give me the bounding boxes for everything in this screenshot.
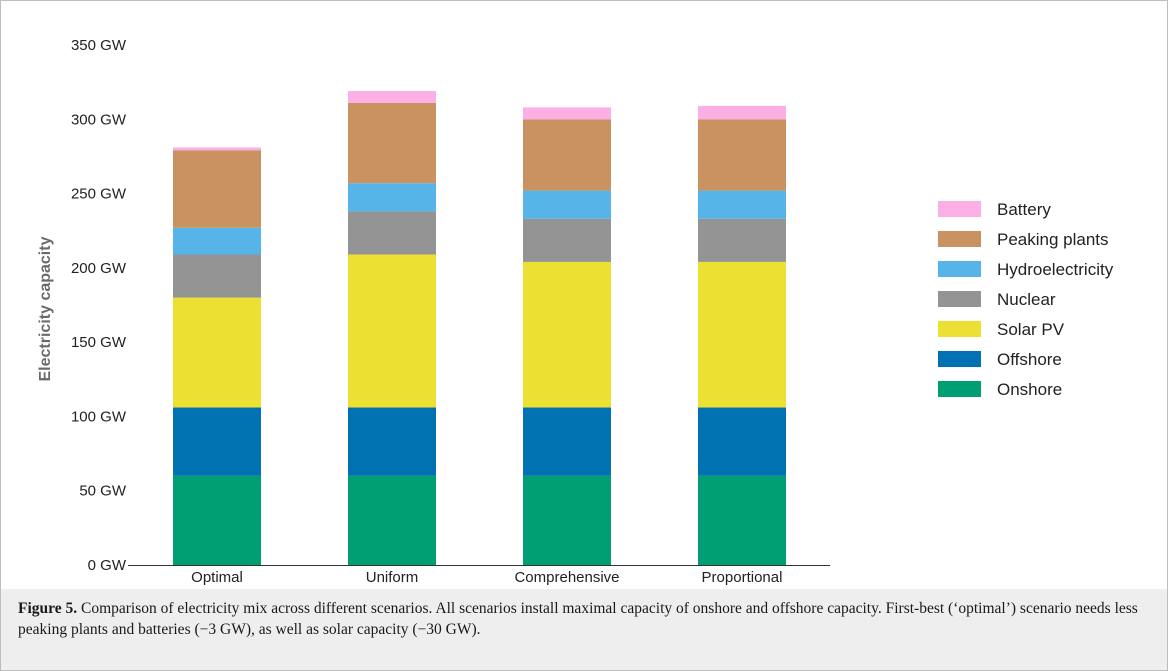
legend-swatch bbox=[938, 321, 981, 337]
caption-band bbox=[1, 589, 1167, 670]
y-tick-label: 0 GW bbox=[88, 557, 127, 574]
y-tick-label: 250 GW bbox=[71, 186, 127, 203]
bar-segment-peaking-plants bbox=[698, 119, 786, 191]
bar-segment-nuclear bbox=[348, 211, 436, 255]
bar-segment-offshore bbox=[348, 407, 436, 476]
y-tick-label: 150 GW bbox=[71, 334, 127, 351]
bar-segment-hydroelectricity bbox=[523, 190, 611, 219]
bar-segment-offshore bbox=[698, 407, 786, 476]
legend-label: Hydroelectricity bbox=[997, 260, 1114, 279]
bar-segment-nuclear bbox=[523, 218, 611, 262]
x-axis-labels: Optimal Uniform Comprehensive Proportional bbox=[191, 569, 782, 586]
y-tick-label: 200 GW bbox=[71, 260, 127, 277]
y-tick-label: 350 GW bbox=[71, 37, 127, 54]
y-axis-label: Electricity capacity bbox=[37, 236, 54, 381]
bar-segment-nuclear bbox=[173, 254, 261, 298]
bar-segment-peaking-plants bbox=[523, 119, 611, 191]
bar-segment-offshore bbox=[523, 407, 611, 476]
bar-stack-proportional bbox=[698, 105, 786, 565]
caption-text: Comparison of electricity mix across dif… bbox=[18, 600, 1138, 638]
legend-item: Offshore bbox=[938, 350, 1062, 369]
x-tick-label: Comprehensive bbox=[514, 569, 619, 586]
bar-segment-offshore bbox=[173, 407, 261, 476]
bar-segment-battery bbox=[523, 107, 611, 120]
legend-swatch bbox=[938, 351, 981, 367]
bar-segment-solar-pv bbox=[523, 261, 611, 408]
legend-swatch bbox=[938, 261, 981, 277]
legend-item: Hydroelectricity bbox=[938, 260, 1114, 279]
x-tick-label: Optimal bbox=[191, 569, 243, 586]
bar-segment-solar-pv bbox=[698, 261, 786, 408]
legend-label: Nuclear bbox=[997, 290, 1056, 309]
legend-swatch bbox=[938, 231, 981, 247]
legend-swatch bbox=[938, 381, 981, 397]
y-axis: 0 GW 50 GW 100 GW 150 GW 200 GW 250 GW 300 GW 3… bbox=[71, 37, 830, 574]
legend-item: Solar PV bbox=[938, 320, 1065, 339]
bar-segment-solar-pv bbox=[173, 297, 261, 408]
bar-segment-battery bbox=[173, 147, 261, 151]
legend-label: Onshore bbox=[997, 380, 1062, 399]
caption-label: Figure 5. bbox=[18, 600, 78, 617]
bar-segment-onshore bbox=[348, 475, 436, 565]
legend-label: Peaking plants bbox=[997, 230, 1109, 249]
bar-stack-comprehensive bbox=[523, 107, 611, 565]
bar-segment-battery bbox=[698, 105, 786, 120]
bar-segment-peaking-plants bbox=[348, 102, 436, 184]
legend-label: Battery bbox=[997, 200, 1051, 219]
legend-swatch bbox=[938, 291, 981, 307]
y-tick-label: 100 GW bbox=[71, 408, 127, 425]
legend-item: Peaking plants bbox=[938, 230, 1109, 249]
bar-segment-nuclear bbox=[698, 218, 786, 262]
bars bbox=[173, 91, 786, 565]
legend-label: Solar PV bbox=[997, 320, 1065, 339]
bar-stack-optimal bbox=[173, 147, 261, 565]
figure-caption: Figure 5. Comparison of electricity mix … bbox=[18, 598, 1153, 640]
bar-segment-hydroelectricity bbox=[698, 190, 786, 219]
bar-segment-hydroelectricity bbox=[173, 227, 261, 255]
bar-segment-peaking-plants bbox=[173, 150, 261, 228]
legend-label: Offshore bbox=[997, 350, 1062, 369]
stacked-bar-chart: 0 GW 50 GW 100 GW 150 GW 200 GW 250 GW 300 GW 3… bbox=[37, 37, 1114, 586]
x-tick-label: Proportional bbox=[702, 569, 783, 586]
y-tick-label: 300 GW bbox=[71, 111, 127, 128]
bar-segment-onshore bbox=[173, 475, 261, 565]
legend: Battery Peaking plants Hydroelectricity Nuc… bbox=[938, 200, 1114, 399]
bar-segment-hydroelectricity bbox=[348, 183, 436, 212]
x-tick-label: Uniform bbox=[366, 569, 419, 586]
bar-segment-onshore bbox=[698, 475, 786, 565]
legend-item: Nuclear bbox=[938, 290, 1056, 309]
legend-item: Onshore bbox=[938, 380, 1062, 399]
legend-swatch bbox=[938, 201, 981, 217]
bar-segment-battery bbox=[348, 91, 436, 103]
bar-segment-solar-pv bbox=[348, 254, 436, 408]
y-tick-label: 50 GW bbox=[79, 483, 127, 500]
bar-segment-onshore bbox=[523, 475, 611, 565]
bar-stack-uniform bbox=[348, 91, 436, 565]
legend-item: Battery bbox=[938, 200, 1051, 219]
